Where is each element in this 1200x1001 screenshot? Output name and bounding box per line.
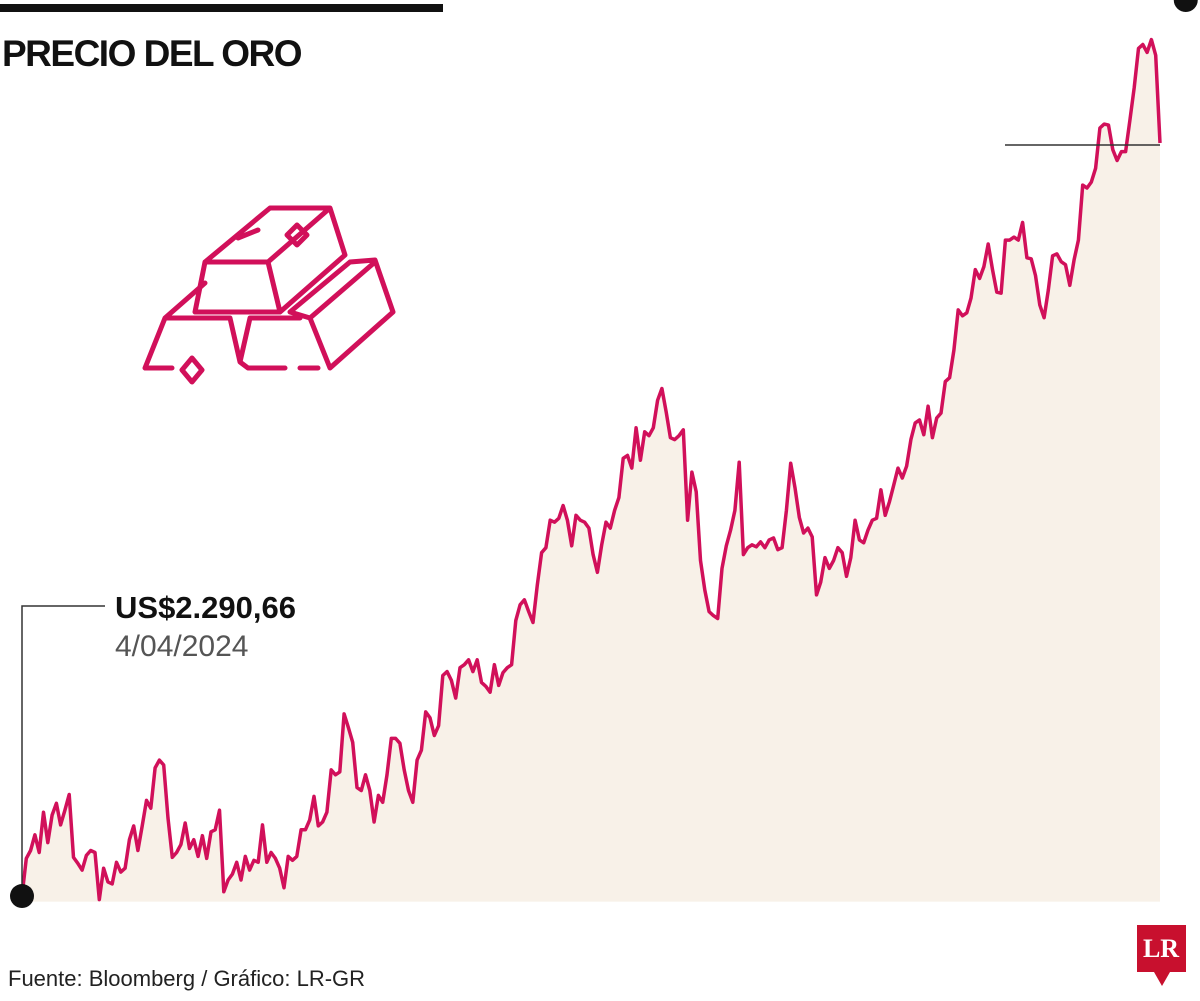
- end-dot: [1173, 0, 1198, 12]
- leader-line: [21, 605, 105, 896]
- source: Fuente: Bloomberg / Gráfico: LR-GR: [8, 966, 365, 991]
- chart-title: PRECIO DEL ORO: [2, 33, 302, 74]
- area: [22, 39, 1160, 902]
- gold-icon: [142, 205, 396, 385]
- plot: [20, 37, 1162, 902]
- line: [20, 37, 1162, 902]
- logo-text: LR: [1143, 934, 1179, 963]
- end-dot: [10, 884, 34, 909]
- date-label: 4/04/2024: [115, 630, 248, 663]
- logo: LR: [1137, 925, 1186, 986]
- top-rule: [0, 4, 443, 12]
- value-label: US$2.290,66: [115, 590, 296, 625]
